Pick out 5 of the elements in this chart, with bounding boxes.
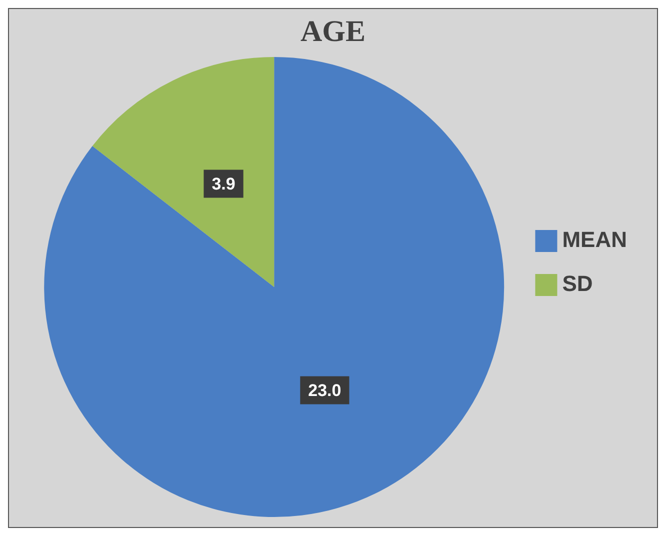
legend-label: MEAN xyxy=(562,227,628,252)
data-label: 3.9 xyxy=(212,174,236,194)
legend-label: SD xyxy=(562,271,593,296)
chart-title: AGE xyxy=(300,14,366,48)
data-label: 23.0 xyxy=(308,380,342,400)
